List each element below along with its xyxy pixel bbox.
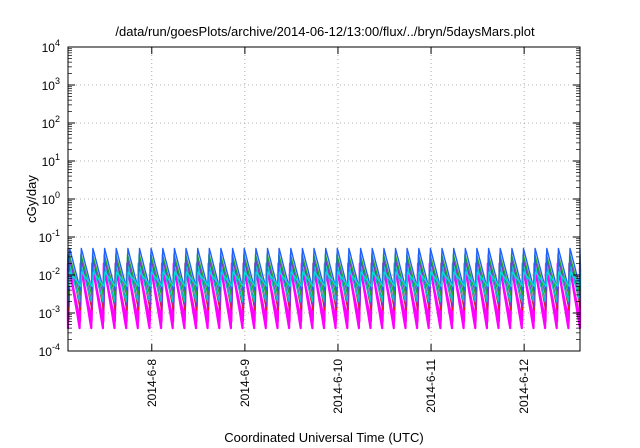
chart-title: /data/run/goesPlots/archive/2014-06-12/1… xyxy=(115,24,535,39)
y-tick-label: 10-2 xyxy=(39,266,60,283)
y-tick-label: 10-1 xyxy=(39,228,60,245)
y-tick-label: 101 xyxy=(42,152,60,169)
x-tick-label: 2014-6-11 xyxy=(424,359,438,413)
x-axis: 2014-6-8 2014-6-9 2014-6-10 2014-6-11 2014-6… xyxy=(145,47,531,414)
y-tick-label: 10-4 xyxy=(39,342,60,359)
x-tick-label: 2014-6-8 xyxy=(145,359,159,407)
x-tick-label: 2014-6-9 xyxy=(238,359,252,407)
series-line xyxy=(67,259,581,307)
series-line xyxy=(66,267,582,323)
series-line xyxy=(67,247,581,291)
series-line xyxy=(67,271,581,288)
y-tick-label: 100 xyxy=(42,190,60,207)
y-tick-label: 102 xyxy=(42,114,60,131)
series-group xyxy=(66,247,582,330)
y-axis-label: cGy/day xyxy=(24,175,39,223)
y-tick-label: 104 xyxy=(42,38,60,55)
y-tick-label: 103 xyxy=(42,76,60,93)
y-tick-label: 10-3 xyxy=(39,304,60,321)
x-axis-label: Coordinated Universal Time (UTC) xyxy=(224,430,423,445)
x-tick-label: 2014-6-10 xyxy=(331,359,345,414)
y-axis: 10-4 10-3 10-2 10-1 100 101 102 103 104 xyxy=(39,38,580,359)
x-tick-label: 2014-6-12 xyxy=(517,359,531,414)
